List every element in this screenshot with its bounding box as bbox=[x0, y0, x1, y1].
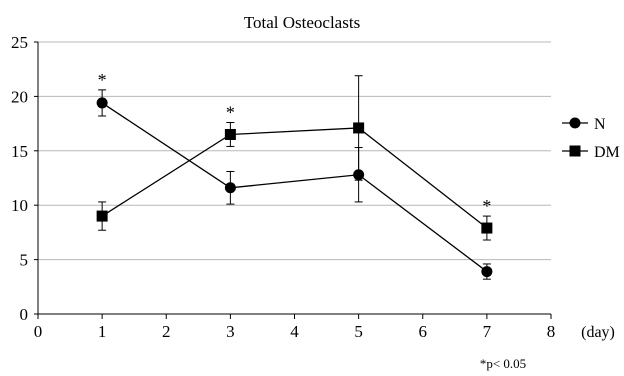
significance-star-1: * bbox=[226, 103, 235, 123]
y-tick-label-2: 10 bbox=[11, 196, 28, 215]
data-point-dm-0 bbox=[96, 210, 108, 222]
x-axis-label: (day) bbox=[581, 324, 615, 341]
x-tick-label-5: 5 bbox=[354, 322, 363, 341]
x-tick-label-8: 8 bbox=[547, 322, 556, 341]
x-tick-label-3: 3 bbox=[226, 322, 235, 341]
x-tick-label-6: 6 bbox=[419, 322, 428, 341]
legend-label-n: N bbox=[594, 116, 606, 133]
chart-title: Total Osteoclasts bbox=[244, 13, 360, 32]
x-tick-label-7: 7 bbox=[483, 322, 492, 341]
data-point-dm-3 bbox=[481, 222, 493, 234]
x-tick-label-4: 4 bbox=[290, 322, 299, 341]
y-tick-label-1: 5 bbox=[20, 251, 29, 270]
data-point-dm-1 bbox=[224, 128, 236, 140]
y-tick-label-5: 25 bbox=[11, 33, 28, 52]
x-tick-label-2: 2 bbox=[162, 322, 171, 341]
series-dm bbox=[96, 75, 493, 241]
data-point-n-0 bbox=[96, 97, 108, 109]
y-tick-label-4: 20 bbox=[11, 87, 28, 106]
significance-star-0: * bbox=[98, 70, 107, 90]
data-point-dm-2 bbox=[353, 122, 365, 134]
series-line-n bbox=[101, 102, 488, 273]
footnote: *p< 0.05 bbox=[480, 356, 526, 371]
y-tick-label-0: 0 bbox=[20, 305, 29, 324]
grid-lines bbox=[38, 41, 551, 261]
significance-markers: * * * bbox=[98, 70, 492, 216]
y-tick-labels: 0 5 10 15 20 25 bbox=[11, 33, 28, 324]
plot-area bbox=[96, 75, 493, 280]
data-point-n-1 bbox=[224, 182, 236, 194]
legend-label-dm: DM bbox=[594, 144, 620, 161]
x-tick-labels: 0 1 2 3 4 5 6 7 8 bbox=[34, 322, 556, 341]
x-tick-label-0: 0 bbox=[34, 322, 43, 341]
significance-star-2: * bbox=[482, 196, 491, 216]
data-point-n-3 bbox=[481, 266, 493, 278]
legend-marker-dm bbox=[569, 145, 581, 157]
y-tick-label-3: 15 bbox=[11, 142, 28, 161]
series-n bbox=[96, 89, 493, 280]
x-tick-label-1: 1 bbox=[98, 322, 107, 341]
axes bbox=[34, 41, 552, 319]
legend-marker-n bbox=[569, 117, 581, 129]
legend: N DM bbox=[562, 116, 620, 161]
series-line-dm bbox=[101, 127, 488, 229]
